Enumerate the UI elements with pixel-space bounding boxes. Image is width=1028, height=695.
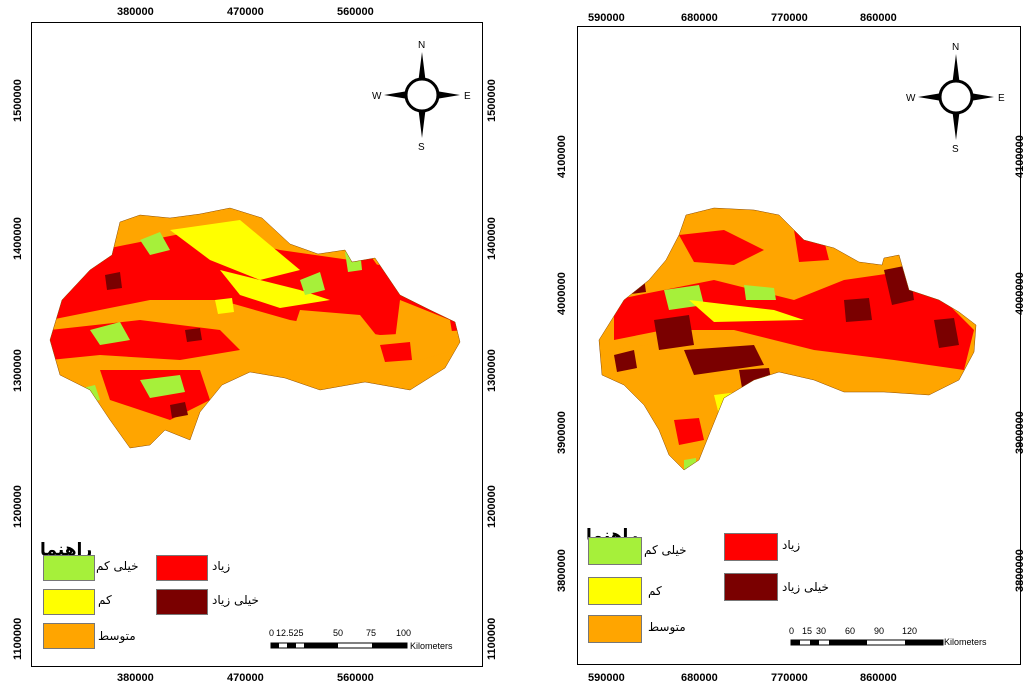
top-tick: 590000 xyxy=(588,12,625,24)
scalebar-label: 15 xyxy=(802,626,813,636)
bottom-tick: 380000 xyxy=(117,672,154,684)
risk-zone-map-right xyxy=(598,207,977,471)
north-arrow-icon: N S W E xyxy=(372,40,471,153)
legend-swatch-very-low xyxy=(588,537,642,565)
legend-label-low: کم xyxy=(98,593,112,607)
legend-swatch-low xyxy=(43,589,95,615)
compass-n: N xyxy=(952,42,959,53)
compass-w: W xyxy=(906,93,916,104)
compass-w: W xyxy=(372,91,382,102)
map-panel-left: 380000 470000 560000 380000 470000 56000… xyxy=(12,6,498,684)
compass-s: S xyxy=(952,144,959,155)
bottom-tick: 560000 xyxy=(337,672,374,684)
map-panel-right: 590000 680000 770000 860000 590000 68000… xyxy=(514,0,1028,695)
legend-swatch-medium xyxy=(588,615,642,643)
legend-label-very-low: خیلی کم xyxy=(96,559,139,573)
legend-label-high: زیاد xyxy=(782,538,801,552)
scalebar-label: 50 xyxy=(333,628,344,638)
legend-label-medium: متوسط xyxy=(98,629,136,643)
legend-swatch-medium xyxy=(43,623,95,649)
bottom-tick: 770000 xyxy=(771,672,808,684)
legend-label-very-high: خیلی زیاد xyxy=(782,580,829,594)
scalebar-label: 120 xyxy=(902,626,918,636)
legend-swatch-low xyxy=(588,577,642,605)
scalebar-label: 0 xyxy=(789,626,795,636)
bottom-tick: 680000 xyxy=(681,672,718,684)
scalebar-label: 12.525 xyxy=(276,628,304,638)
compass-e: E xyxy=(464,91,471,102)
legend-label-very-low: خیلی کم xyxy=(644,543,687,557)
scale-bar xyxy=(270,642,408,649)
bottom-tick: 470000 xyxy=(227,672,264,684)
top-tick: 470000 xyxy=(227,6,264,18)
legend-label-medium: متوسط xyxy=(648,620,686,634)
scalebar-label: 100 xyxy=(396,628,412,638)
bottom-tick: 860000 xyxy=(860,672,897,684)
risk-zone-map-left xyxy=(49,207,461,449)
compass-n: N xyxy=(418,40,425,51)
top-tick: 770000 xyxy=(771,12,808,24)
top-tick: 380000 xyxy=(117,6,154,18)
top-tick: 680000 xyxy=(681,12,718,24)
scalebar-label: 75 xyxy=(366,628,377,638)
bottom-tick: 590000 xyxy=(588,672,625,684)
legend-swatch-very-high xyxy=(156,589,208,615)
top-tick: 860000 xyxy=(860,12,897,24)
scalebar-unit: Kilometers xyxy=(410,641,453,651)
legend-swatch-high xyxy=(156,555,208,581)
scalebar-label: 90 xyxy=(874,626,885,636)
scale-bar xyxy=(790,639,944,646)
scalebar-label: 30 xyxy=(816,626,827,636)
legend-swatch-very-low xyxy=(43,555,95,581)
compass-s: S xyxy=(418,142,425,153)
compass-e: E xyxy=(998,93,1005,104)
north-arrow-icon: N S W E xyxy=(906,42,1005,155)
legend-label-high: زیاد xyxy=(212,559,231,573)
legend-label-low: کم xyxy=(648,584,662,598)
scalebar-unit: Kilometers xyxy=(944,637,987,647)
scalebar-label: 0 xyxy=(269,628,275,638)
legend-swatch-very-high xyxy=(724,573,778,601)
legend-label-very-high: خیلی زیاد xyxy=(212,593,259,607)
top-tick: 560000 xyxy=(337,6,374,18)
scalebar-label: 60 xyxy=(845,626,856,636)
legend-swatch-high xyxy=(724,533,778,561)
